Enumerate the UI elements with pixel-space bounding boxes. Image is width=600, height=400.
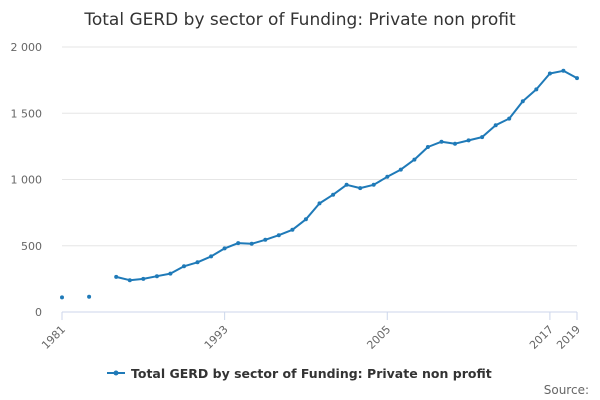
y-tick-label: 0 [35, 306, 42, 319]
data-point[interactable] [575, 76, 579, 81]
data-point[interactable] [141, 276, 146, 281]
data-point[interactable] [371, 182, 376, 187]
data-point[interactable] [209, 254, 214, 259]
data-point[interactable] [154, 274, 159, 279]
legend[interactable]: Total GERD by sector of Funding: Private… [107, 366, 492, 381]
y-tick-label: 500 [21, 240, 42, 253]
data-point[interactable] [263, 237, 268, 242]
data-point[interactable] [439, 139, 444, 144]
data-point[interactable] [317, 201, 322, 206]
data-point[interactable] [344, 182, 349, 187]
data-point[interactable] [493, 123, 498, 128]
data-point[interactable] [236, 241, 241, 246]
credits-label[interactable]: Source: [544, 383, 589, 397]
data-point[interactable] [358, 186, 363, 191]
data-point[interactable] [520, 99, 525, 104]
data-point[interactable] [561, 68, 566, 73]
data-point[interactable] [425, 145, 430, 149]
data-point[interactable] [453, 141, 457, 146]
data-point[interactable] [466, 138, 471, 143]
data-point[interactable] [480, 135, 485, 140]
data-point[interactable] [398, 167, 403, 172]
data-point[interactable] [127, 278, 132, 283]
data-point[interactable] [303, 217, 308, 222]
series-group [60, 68, 579, 300]
data-point[interactable] [195, 260, 200, 265]
data-point[interactable] [547, 71, 552, 76]
legend-dot-marker [113, 370, 119, 376]
data-point[interactable] [290, 227, 295, 232]
data-point[interactable] [222, 246, 227, 251]
data-point[interactable] [507, 116, 512, 121]
chart-title: Total GERD by sector of Funding: Private… [83, 10, 516, 30]
data-point[interactable] [276, 233, 281, 238]
data-point[interactable] [168, 271, 173, 276]
data-point[interactable] [412, 157, 417, 162]
data-point[interactable] [182, 264, 186, 269]
data-point[interactable] [331, 192, 336, 197]
grid-lines [62, 46, 577, 247]
y-tick-label: 2 000 [11, 41, 43, 54]
y-axis: 0 500 1 000 1 500 2 000 [11, 41, 43, 319]
data-point[interactable] [534, 87, 539, 92]
y-tick-label: 1 500 [11, 107, 43, 120]
data-point[interactable] [87, 294, 92, 299]
data-point[interactable] [385, 174, 390, 179]
legend-label[interactable]: Total GERD by sector of Funding: Private… [131, 366, 492, 381]
data-point[interactable] [114, 274, 119, 279]
data-point[interactable] [249, 241, 254, 246]
data-point[interactable] [60, 295, 64, 300]
y-tick-label: 1 000 [11, 174, 43, 187]
